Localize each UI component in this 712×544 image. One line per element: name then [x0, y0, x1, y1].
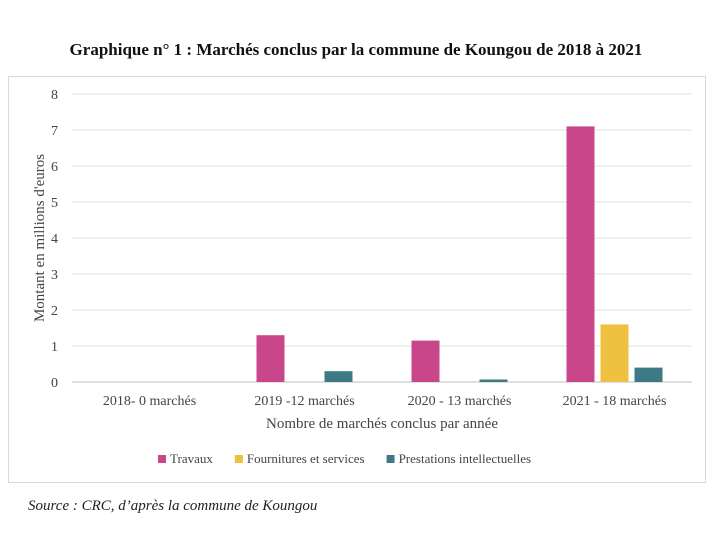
y-tick-label: 0	[51, 376, 58, 391]
source-note: Source : CRC, d’après la commune de Koun…	[28, 498, 318, 514]
x-tick-label: 2018- 0 marchés	[103, 394, 196, 409]
y-tick-label: 6	[51, 160, 58, 175]
bar-travaux-2	[411, 340, 440, 382]
bar-travaux-3	[566, 126, 595, 383]
legend-label: Travaux	[170, 451, 213, 466]
bar-prestations-intellectuelles-1	[324, 371, 353, 382]
bar-fournitures-et-services-3	[600, 324, 629, 382]
bar-prestations-intellectuelles-3	[634, 367, 663, 382]
legend-label: Fournitures et services	[247, 451, 365, 466]
y-tick-label: 4	[51, 232, 58, 247]
chart-title: Graphique n° 1 : Marchés conclus par la …	[69, 40, 643, 59]
y-tick-label: 7	[51, 124, 58, 139]
y-axis-title: Montant en millions d'euros	[32, 154, 48, 322]
x-tick-label: 2021 - 18 marchés	[563, 394, 667, 409]
x-tick-label: 2019 -12 marchés	[254, 394, 354, 409]
bar-travaux-1	[256, 335, 285, 382]
bar-prestations-intellectuelles-2	[479, 379, 508, 382]
y-tick-label: 5	[51, 196, 58, 211]
y-tick-label: 3	[51, 268, 58, 283]
y-tick-label: 8	[51, 88, 58, 103]
legend-swatch	[386, 455, 395, 463]
y-tick-label: 1	[51, 340, 58, 355]
legend-label: Prestations intellectuelles	[399, 451, 532, 466]
x-axis-title: Nombre de marchés conclus par année	[266, 416, 498, 432]
legend-swatch	[234, 455, 243, 463]
x-tick-label: 2020 - 13 marchés	[408, 394, 512, 409]
y-tick-label: 2	[51, 304, 58, 319]
legend-swatch	[158, 455, 166, 463]
